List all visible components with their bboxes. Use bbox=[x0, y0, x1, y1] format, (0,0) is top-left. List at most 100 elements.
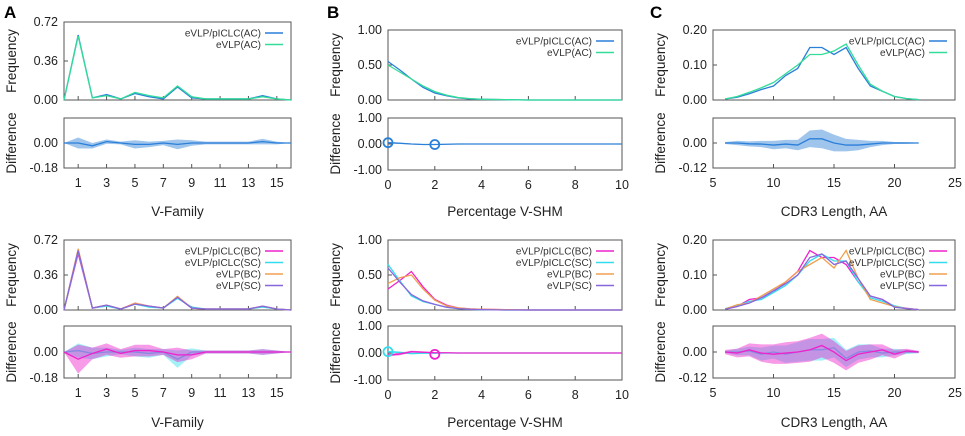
chart-panel-a2: 1 3 5 7 9 11 13 15V-Family0.720.360.000.00-0.18… bbox=[4, 233, 292, 430]
y-axis-label-frequency: Frequency bbox=[328, 33, 343, 97]
x-tick-label: 10 bbox=[615, 178, 629, 192]
y-tick-label: 0.00 bbox=[34, 93, 58, 107]
legend-label: eVLP/pICLC(AC) bbox=[516, 37, 592, 48]
y-tick-label: 0.00 bbox=[358, 346, 382, 360]
x-tick-label: 2 bbox=[431, 178, 438, 192]
y-tick-label: 0.00 bbox=[34, 303, 58, 317]
y-tick-label: 0.00 bbox=[34, 136, 58, 150]
difference-marker bbox=[429, 348, 441, 360]
difference-line bbox=[387, 350, 622, 356]
series-line bbox=[724, 253, 919, 311]
y-axis-label-frequency: Frequency bbox=[653, 243, 668, 307]
x-tick-label: 4 bbox=[478, 388, 485, 402]
y-tick-label: 0.00 bbox=[358, 93, 382, 107]
chart-panel-b1: B 0 2 4 6 8 10 Percentage V-SHM 1.00 0.50 0.00 1.00… bbox=[327, 3, 629, 219]
x-tick-label: 1 bbox=[75, 386, 82, 400]
difference-line bbox=[387, 142, 622, 146]
x-tick-label: 0 bbox=[385, 178, 392, 192]
panel-letter: B bbox=[327, 3, 339, 22]
x-tick-label: 10 bbox=[615, 388, 629, 402]
x-tick-label: 13 bbox=[241, 386, 255, 400]
difference-line bbox=[725, 138, 919, 146]
x-tick-label: 3 bbox=[103, 386, 110, 400]
panel-letter: A bbox=[4, 3, 16, 22]
x-tick-label: 5 bbox=[131, 176, 138, 190]
difference-marker bbox=[382, 346, 394, 358]
x-axis-label: Percentage V-SHM bbox=[447, 415, 563, 430]
series-line bbox=[63, 35, 292, 101]
legend-label: eVLP(SC) bbox=[216, 281, 261, 292]
y-tick-label: -0.12 bbox=[679, 161, 708, 175]
legend-label: eVLP/pICLC(BC) bbox=[516, 247, 592, 258]
y-tick-label: 0.50 bbox=[358, 268, 382, 282]
x-axis-label: CDR3 Length, AA bbox=[781, 415, 888, 430]
series-line bbox=[724, 43, 919, 101]
series-line bbox=[724, 249, 919, 311]
x-tick-label: 9 bbox=[188, 176, 195, 190]
y-tick-label: 0.72 bbox=[34, 15, 58, 29]
legend-label: eVLP(BC) bbox=[216, 270, 261, 281]
x-axis-label: V-Family bbox=[151, 204, 204, 219]
difference-line bbox=[63, 348, 291, 360]
y-tick-label: 0.20 bbox=[683, 233, 707, 247]
x-tick-label: 15 bbox=[827, 386, 841, 400]
difference-confidence-band bbox=[64, 343, 291, 374]
x-tick-label: 5 bbox=[131, 386, 138, 400]
x-tick-label: 1 bbox=[75, 176, 82, 190]
legend-label: eVLP/pICLC(AC) bbox=[185, 29, 261, 40]
legend-label: eVLP/pICLC(BC) bbox=[185, 247, 261, 258]
y-tick-label: -0.18 bbox=[30, 371, 59, 385]
y-tick-label: 0.36 bbox=[34, 268, 58, 282]
difference-confidence-band bbox=[725, 337, 919, 368]
y-tick-label: 0.10 bbox=[683, 268, 707, 282]
difference-confidence-band bbox=[64, 137, 291, 150]
y-tick-label: 0.00 bbox=[34, 345, 58, 359]
x-tick-label: 6 bbox=[525, 178, 532, 192]
difference-marker bbox=[429, 139, 441, 150]
legend-label: eVLP(BC) bbox=[547, 270, 592, 281]
y-axis-label-frequency: Frequency bbox=[4, 243, 19, 307]
y-tick-label: 1.00 bbox=[358, 111, 382, 125]
y-tick-label: 0.36 bbox=[34, 54, 58, 68]
x-tick-label: 2 bbox=[431, 388, 438, 402]
y-tick-label: 1.00 bbox=[358, 319, 382, 333]
x-tick-label: 7 bbox=[160, 386, 167, 400]
x-tick-label: 4 bbox=[478, 178, 485, 192]
x-tick-label: 25 bbox=[948, 386, 962, 400]
chart-panel-c2: 5 10 15 20 25 CDR3 Length, AA 0.20 0.10 0.00 0.00… bbox=[653, 233, 962, 430]
y-tick-label: 0.00 bbox=[683, 136, 707, 150]
y-tick-label: 0.00 bbox=[683, 345, 707, 359]
x-tick-label: 10 bbox=[767, 176, 781, 190]
difference-line bbox=[725, 346, 919, 360]
legend-label: eVLP(SC) bbox=[547, 281, 592, 292]
y-tick-label: 0.00 bbox=[358, 303, 382, 317]
x-tick-label: 11 bbox=[214, 176, 227, 190]
y-axis-label-difference: Difference bbox=[4, 321, 19, 382]
x-tick-label: 5 bbox=[710, 386, 717, 400]
y-tick-label: 0.10 bbox=[683, 58, 707, 72]
x-tick-label: 9 bbox=[188, 386, 195, 400]
y-axis-label-frequency: Frequency bbox=[4, 29, 19, 93]
x-tick-label: 8 bbox=[572, 388, 579, 402]
series-line bbox=[387, 60, 622, 101]
y-tick-label: 1.00 bbox=[358, 23, 382, 37]
y-axis-label-frequency: Frequency bbox=[328, 243, 343, 307]
y-tick-label: 0.00 bbox=[683, 93, 707, 107]
x-tick-label: 10 bbox=[767, 386, 781, 400]
legend-label: eVLP/pICLC(SC) bbox=[185, 258, 261, 269]
x-tick-label: 3 bbox=[103, 176, 110, 190]
x-tick-label: 20 bbox=[888, 176, 902, 190]
y-tick-label: 0.72 bbox=[34, 233, 58, 247]
x-tick-label: 8 bbox=[572, 178, 579, 192]
y-tick-label: -1.00 bbox=[354, 163, 383, 177]
x-tick-label: 13 bbox=[241, 176, 255, 190]
x-axis-label: V-Family bbox=[151, 415, 204, 430]
x-tick-label: 6 bbox=[525, 388, 532, 402]
x-tick-label: 15 bbox=[270, 386, 284, 400]
series-line bbox=[63, 250, 292, 311]
y-tick-label: 1.00 bbox=[358, 233, 382, 247]
x-axis-label: Percentage V-SHM bbox=[447, 204, 563, 219]
y-tick-label: 0.20 bbox=[683, 23, 707, 37]
difference-line bbox=[725, 344, 919, 362]
